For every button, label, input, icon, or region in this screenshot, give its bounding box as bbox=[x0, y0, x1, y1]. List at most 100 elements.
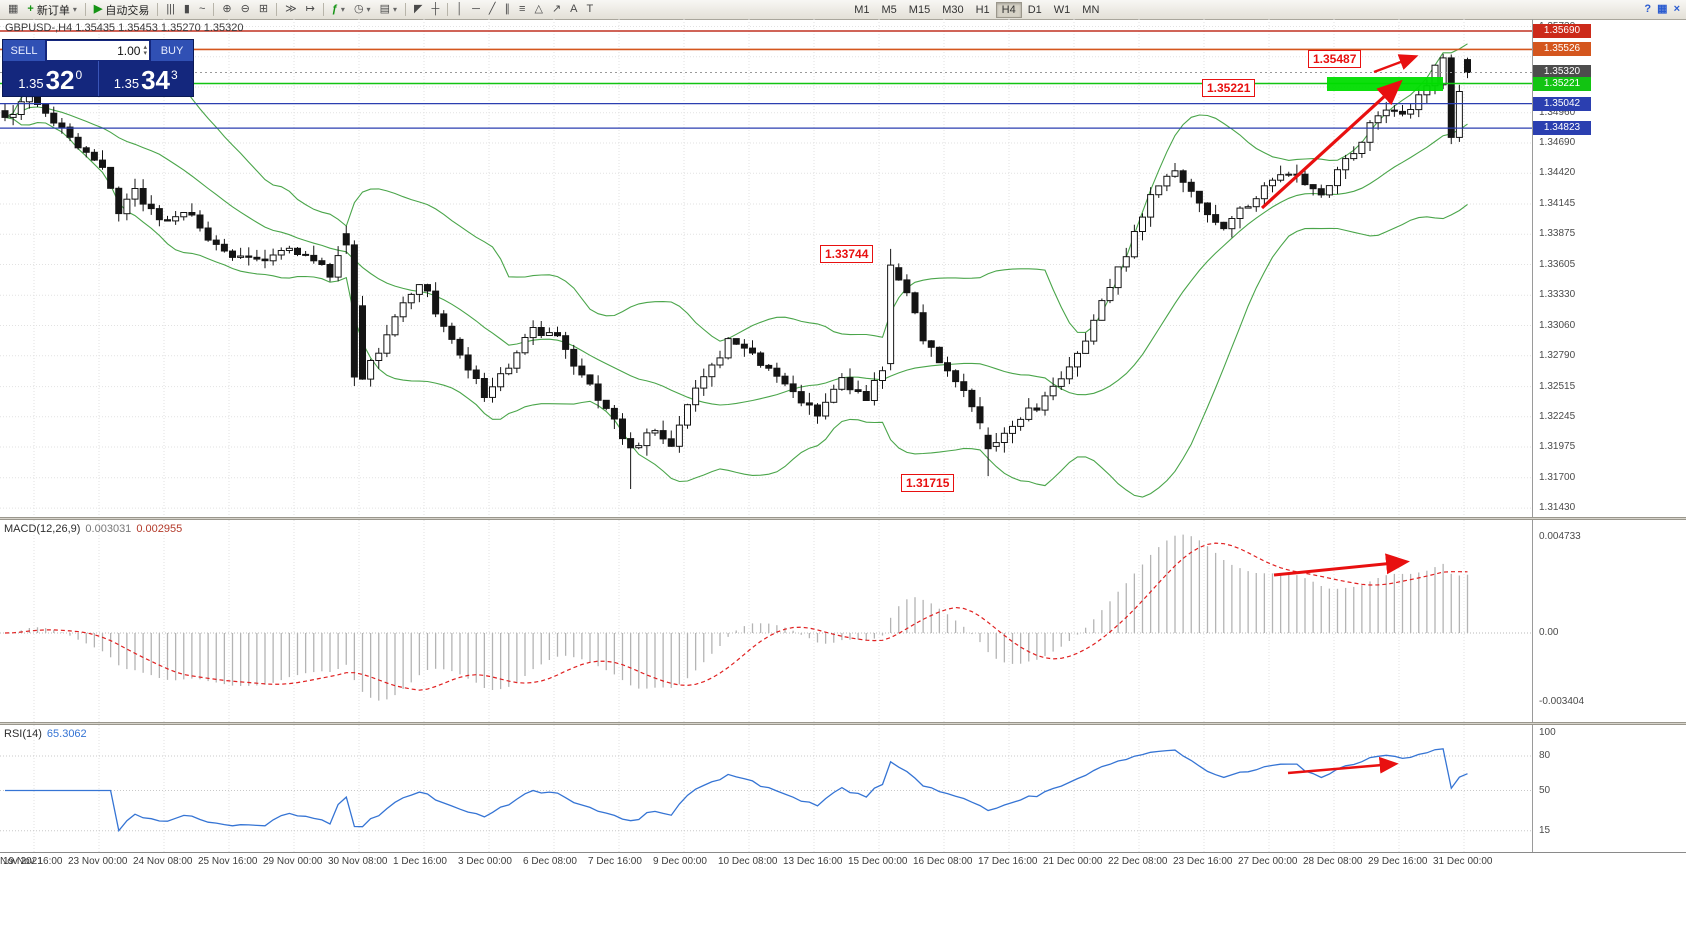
chevron-down-icon: ▾ bbox=[392, 5, 397, 14]
rsi-axis-label: 15 bbox=[1539, 824, 1551, 836]
volume-up-icon[interactable]: ▴ bbox=[143, 43, 147, 51]
trade-panel-top-row: SELL 1.00 ▴ ▾ BUY bbox=[3, 40, 193, 61]
time-axis-label: 29 Dec 16:00 bbox=[1368, 856, 1428, 867]
candlestick-chart-button[interactable]: ▮ bbox=[180, 1, 194, 18]
price-axis-label: 1.31700 bbox=[1539, 471, 1576, 483]
trend-arrow[interactable] bbox=[1260, 79, 1403, 210]
rsi-panel[interactable] bbox=[0, 725, 1532, 852]
rsi-line bbox=[5, 748, 1468, 833]
text-tool-button[interactable]: A bbox=[566, 1, 581, 18]
cursor-button[interactable]: ◤ bbox=[410, 1, 426, 18]
templates-button[interactable]: ▤ ▾ bbox=[376, 1, 401, 18]
price-axis-label: 1.32790 bbox=[1539, 349, 1576, 361]
periods-button[interactable]: ◷ ▾ bbox=[350, 1, 375, 18]
clock-icon: ◷ bbox=[353, 3, 364, 15]
text-tool-icon: A bbox=[570, 3, 578, 15]
tile-windows-icon: ⊞ bbox=[258, 3, 269, 15]
chart-shift-button[interactable]: ↦ bbox=[302, 1, 319, 18]
trend-arrow[interactable] bbox=[1373, 54, 1419, 74]
toolbar-separator bbox=[213, 3, 215, 16]
time-axis-label: 27 Dec 00:00 bbox=[1238, 856, 1298, 867]
new-order-button[interactable]: + 新订单 ▾ bbox=[23, 1, 80, 18]
buy-price-button[interactable]: 1.35 34 3 bbox=[99, 61, 194, 96]
line-chart-button[interactable]: ~ bbox=[195, 1, 209, 18]
toolbar-separator bbox=[322, 3, 324, 16]
rsi-name: RSI(14) bbox=[4, 728, 42, 740]
chart-ohlc-header: GBPUSD-,H4 1.35435 1.35453 1.35270 1.353… bbox=[5, 22, 244, 34]
timeframe-h4[interactable]: H4 bbox=[995, 1, 1022, 18]
macd-signal-value: 0.002955 bbox=[136, 523, 183, 535]
zoom-out-button[interactable]: ⊖ bbox=[237, 1, 254, 18]
crosshair-button[interactable]: ┼ bbox=[427, 1, 443, 18]
timeframe-m15[interactable]: M15 bbox=[908, 3, 931, 16]
panel-splitter[interactable] bbox=[0, 722, 1686, 725]
charts-window-button[interactable]: ▦ bbox=[4, 1, 22, 18]
indicators-button[interactable]: ƒ ▾ bbox=[328, 1, 349, 18]
volume-value[interactable]: 1.00 bbox=[117, 43, 141, 58]
zoom-in-button[interactable]: ⊕ bbox=[218, 1, 235, 18]
volume-input[interactable]: 1.00 ▴ ▾ bbox=[47, 41, 149, 60]
fibonacci-button[interactable]: ≡ bbox=[515, 1, 529, 18]
time-axis-label: 21 Dec 00:00 bbox=[1043, 856, 1103, 867]
line-chart-icon: ~ bbox=[198, 3, 206, 15]
shapes-button[interactable]: △ bbox=[530, 1, 546, 18]
toolbar-separator bbox=[276, 3, 278, 16]
time-axis-label: 17 Dec 16:00 bbox=[978, 856, 1038, 867]
panel-splitter[interactable] bbox=[0, 517, 1686, 520]
tile-windows-button[interactable]: ⊞ bbox=[255, 1, 272, 18]
price-axis-label: 1.31430 bbox=[1539, 502, 1576, 514]
price-axis[interactable]: 1.357301.349601.346901.344201.341451.338… bbox=[1532, 0, 1686, 852]
time-axis-label: 24 Nov 08:00 bbox=[133, 856, 193, 867]
price-annotation[interactable]: 1.35487 bbox=[1308, 50, 1362, 68]
market-watch-icon[interactable]: ▦ bbox=[1657, 3, 1668, 15]
one-click-trading-panel[interactable]: SELL 1.00 ▴ ▾ BUY 1.35 32 0 1.35 34 3 bbox=[2, 39, 194, 97]
timeframe-m5[interactable]: M5 bbox=[881, 3, 897, 16]
time-axis-label: 19 Nov 16:00 bbox=[3, 856, 63, 867]
chart-grid bbox=[0, 19, 1532, 517]
timeframe-m1[interactable]: M1 bbox=[854, 3, 870, 16]
trend-arrow[interactable] bbox=[1287, 756, 1399, 775]
channel-icon: ∥ bbox=[504, 3, 511, 15]
timeframe-mn[interactable]: MN bbox=[1082, 3, 1100, 16]
vertical-line-icon: │ bbox=[456, 3, 464, 15]
middle-band bbox=[4, 106, 1468, 406]
buy-button[interactable]: BUY bbox=[151, 40, 193, 61]
timeframe-h1[interactable]: H1 bbox=[975, 3, 990, 16]
channel-button[interactable]: ∥ bbox=[501, 1, 515, 18]
price-tag: 1.35690 bbox=[1533, 24, 1591, 39]
timeframe-m30[interactable]: M30 bbox=[942, 3, 964, 16]
toolbar-separator bbox=[157, 3, 159, 16]
label-tool-button[interactable]: T bbox=[583, 1, 598, 18]
zoom-out-icon: ⊖ bbox=[240, 3, 250, 15]
autotrading-button[interactable]: ▶ 自动交易 bbox=[90, 1, 153, 18]
bar-chart-button[interactable]: ||| bbox=[162, 1, 179, 18]
sell-price-button[interactable]: 1.35 32 0 bbox=[3, 61, 99, 96]
trendline-button[interactable]: ╱ bbox=[485, 1, 500, 18]
time-axis[interactable]: Nov 2021 19 Nov 16:00 23 Nov 00:00 24 Nov 0… bbox=[0, 852, 1686, 873]
macd-panel[interactable] bbox=[0, 520, 1532, 722]
time-axis-label: 3 Dec 00:00 bbox=[458, 856, 512, 867]
main-chart[interactable] bbox=[0, 19, 1532, 517]
timeframe-w1[interactable]: W1 bbox=[1053, 3, 1071, 16]
price-annotation[interactable]: 1.31715 bbox=[901, 474, 955, 492]
trend-arrow[interactable] bbox=[1273, 553, 1410, 577]
time-axis-label: 29 Nov 00:00 bbox=[263, 856, 323, 867]
toolbar: ▦ + 新订单 ▾ ▶ 自动交易 ||| ▮ ~ ⊕ ⊖ ⊞ ≫ ↦ ƒ ▾ ◷ ▾… bbox=[0, 0, 1686, 20]
horizontal-line-button[interactable]: ─ bbox=[468, 1, 484, 18]
close-icon[interactable]: × bbox=[1673, 3, 1680, 15]
auto-scroll-button[interactable]: ≫ bbox=[281, 1, 301, 18]
price-annotation[interactable]: 1.35221 bbox=[1202, 79, 1256, 97]
volume-down-icon[interactable]: ▾ bbox=[143, 49, 147, 57]
help-icon[interactable]: ? bbox=[1644, 3, 1652, 15]
support-zone-highlight[interactable] bbox=[1327, 77, 1443, 91]
time-axis-label: Nov 2021 bbox=[0, 856, 43, 867]
price-axis-label: 1.33875 bbox=[1539, 228, 1576, 240]
vertical-line-button[interactable]: │ bbox=[452, 1, 467, 18]
time-axis-label: 15 Dec 00:00 bbox=[848, 856, 908, 867]
timeframe-d1[interactable]: D1 bbox=[1027, 3, 1042, 16]
arrows-tool-button[interactable]: ↗ bbox=[548, 1, 565, 18]
price-annotation[interactable]: 1.33744 bbox=[820, 245, 874, 263]
chart-shift-icon: ↦ bbox=[305, 3, 315, 15]
sell-price-prefix: 1.35 bbox=[18, 75, 44, 91]
sell-button[interactable]: SELL bbox=[3, 40, 45, 61]
